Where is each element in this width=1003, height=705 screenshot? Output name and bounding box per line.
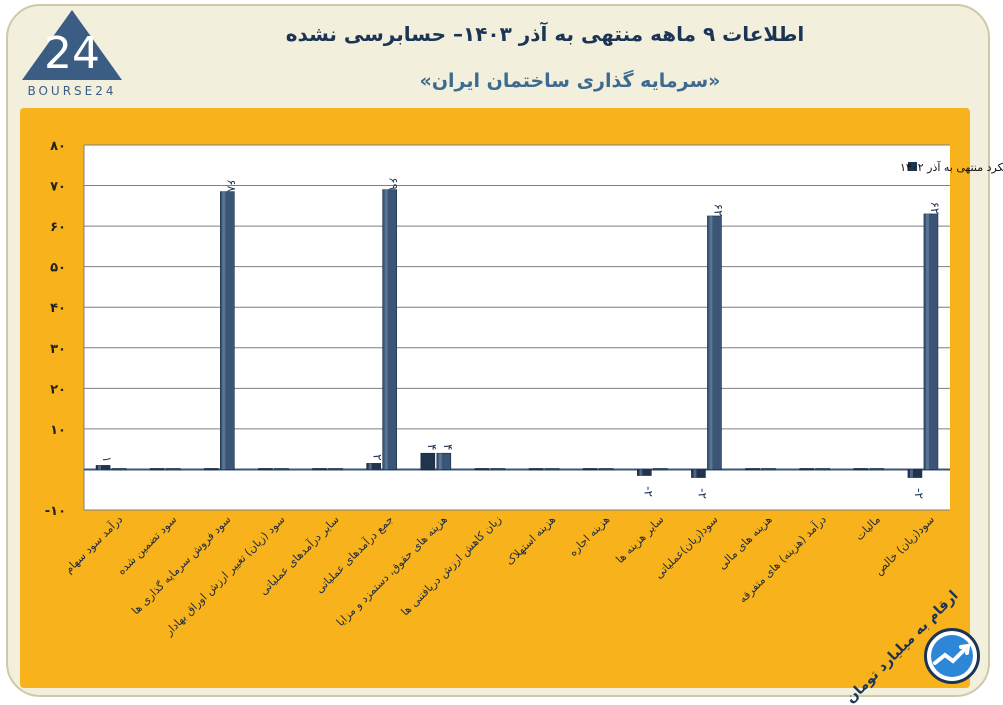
category-label: هزینه های مالی — [716, 513, 775, 572]
y-tick-label: ۵۰ — [50, 261, 66, 276]
bar-highlight — [909, 469, 913, 478]
category-label: هزینه اجاره — [566, 513, 612, 559]
bar — [420, 452, 436, 470]
trend-arrow-icon — [931, 635, 973, 677]
bar-highlight — [384, 189, 388, 470]
legend-label: عملکرد منتهی به آذر ۱۴۰۲ — [900, 160, 1003, 174]
page-title: اطلاعات ۹ ماهه منتهی به آذر ۱۴۰۳– حسابرس… — [285, 22, 805, 46]
logo-text: BOURSE24 — [27, 84, 117, 98]
bar-highlight — [98, 465, 102, 470]
data-label: ۲ — [371, 454, 385, 460]
bar-highlight — [925, 213, 929, 470]
category-label: درآمد (هزینه) های متفرقه — [736, 512, 829, 605]
bar — [204, 468, 219, 471]
data-label: -۲ — [912, 488, 926, 499]
y-tick-label: -۱۰ — [45, 504, 66, 519]
category-label: هزینه های حقوق، دستمزد و مزایا — [334, 513, 450, 629]
badge — [924, 628, 980, 684]
page-subtitle: «سرمایه گذاری ساختمان ایران» — [419, 70, 721, 92]
bar — [528, 468, 544, 471]
bar-highlight — [693, 469, 697, 478]
bar — [815, 468, 830, 471]
bar-highlight — [709, 215, 713, 470]
category-label: هزینه استهلاک — [503, 513, 558, 568]
bar — [799, 468, 814, 471]
bar — [111, 468, 127, 471]
data-label: ۴ — [425, 444, 439, 450]
bar-highlight — [639, 469, 643, 476]
bar — [95, 465, 111, 470]
y-tick-label: ۳۰ — [50, 342, 66, 357]
y-tick-label: ۱۰ — [50, 423, 66, 438]
bar — [328, 468, 343, 471]
y-tick-label: ۸۰ — [50, 139, 66, 154]
data-label: ۶۲ — [711, 204, 725, 217]
bar-highlight — [368, 463, 372, 470]
category-label: مالیات — [853, 513, 883, 543]
logo-mark: 24 — [44, 28, 100, 79]
bar — [582, 468, 598, 471]
bar — [853, 468, 869, 471]
bar-highlight — [222, 191, 226, 470]
bar — [258, 468, 273, 471]
y-tick-label: ۲۰ — [50, 382, 66, 397]
bar — [653, 468, 668, 471]
bar — [274, 468, 289, 471]
plot-area — [84, 145, 950, 510]
bar — [637, 469, 652, 476]
bar — [165, 468, 181, 471]
data-label: ۶۸ — [224, 179, 238, 192]
bar — [869, 468, 885, 471]
y-tick-label: ۶۰ — [50, 220, 66, 235]
data-label: ۶۹ — [387, 177, 401, 190]
legend-swatch — [908, 162, 917, 171]
y-tick-label: ۴۰ — [50, 301, 66, 316]
data-label: -۲ — [695, 488, 709, 499]
bar — [366, 463, 381, 470]
bar — [907, 469, 923, 478]
y-tick-label: ۷۰ — [50, 180, 66, 195]
category-label: سایر هزینه ها — [613, 513, 666, 566]
bar — [745, 468, 760, 471]
bar — [598, 468, 614, 471]
bar — [490, 468, 506, 471]
bar — [691, 469, 706, 478]
bourse24-logo: 24 — [22, 10, 122, 80]
bar — [312, 468, 327, 471]
bar — [474, 468, 490, 471]
data-label: ۱ — [100, 456, 114, 462]
data-label: ۴ — [441, 444, 455, 450]
data-label: -۲ — [641, 486, 655, 497]
bar — [761, 468, 776, 471]
bar-highlight — [438, 453, 442, 470]
bar — [544, 468, 560, 471]
category-label: زیان کاهش ارزش دریافتنی ها — [399, 513, 504, 618]
bar — [149, 468, 165, 471]
data-label: ۶۲ — [928, 201, 942, 214]
category-label: سود فروش سرمایه گذاری ها — [129, 513, 233, 617]
